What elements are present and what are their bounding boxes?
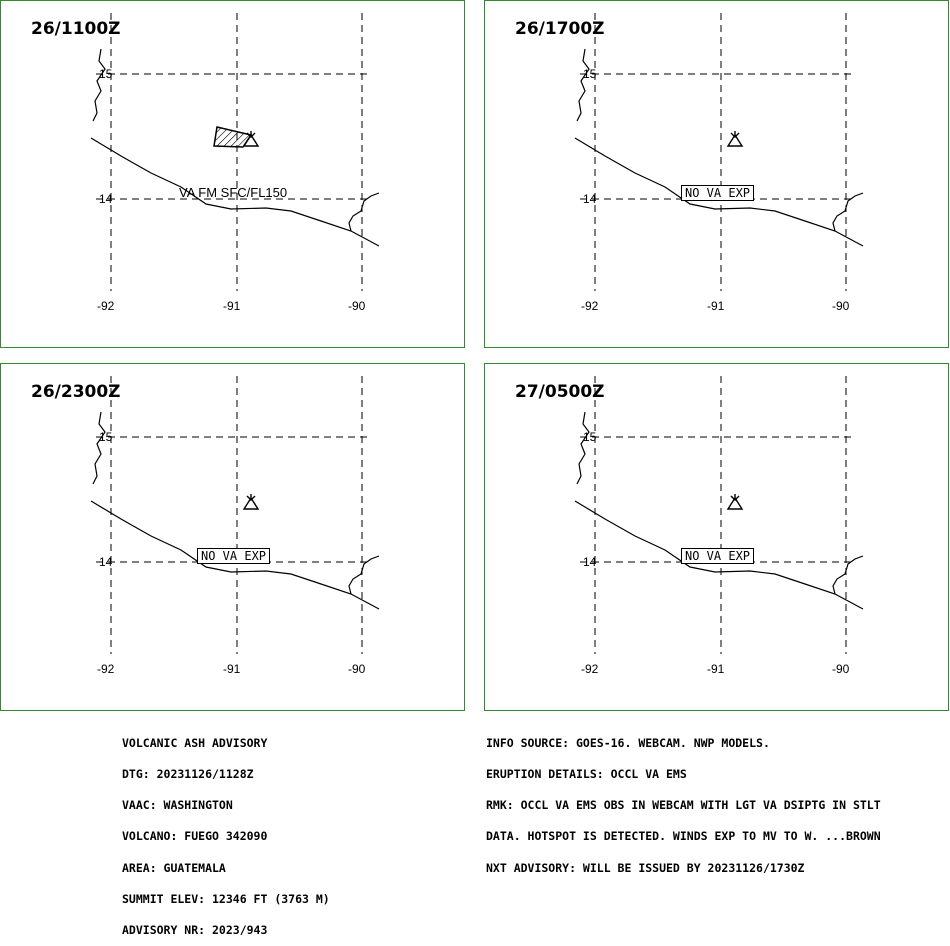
lon-label-92: -92 <box>97 299 115 313</box>
advisory-line: DTG: 20231126/1128Z <box>122 767 254 782</box>
map-panel-4: 27/0500Z 15 14 -92 -91 -90 NO VA EXP <box>484 363 949 711</box>
advisory-line: ERUPTION DETAILS: OCCL VA EMS <box>486 767 687 782</box>
valid-time: 26/1700Z <box>515 19 605 39</box>
map-panel-2: 26/1700Z 15 14 -92 -91 -90 NO VA EXP <box>484 0 949 348</box>
map-drawing <box>574 13 864 291</box>
volcano-icon <box>242 131 260 147</box>
volcano-icon <box>726 131 744 147</box>
advisory-line: SUMMIT ELEV: 12346 FT (3763 M) <box>122 891 330 906</box>
lon-label-92: -92 <box>581 299 599 313</box>
no-ash-box: NO VA EXP <box>197 548 271 564</box>
volcano-icon <box>242 494 260 510</box>
advisory-line: DATA. HOTSPOT IS DETECTED. WINDS EXP TO … <box>486 829 881 844</box>
lon-label-92: -92 <box>97 662 115 676</box>
lon-label-92: -92 <box>581 662 599 676</box>
advisory-remarks-block: INFO SOURCE: GOES-16. WEBCAM. NWP MODELS… <box>486 717 881 883</box>
no-ash-box: NO VA EXP <box>681 185 755 201</box>
lat-label-14: 14 <box>99 555 113 569</box>
advisory-line: AREA: GUATEMALA <box>122 860 226 875</box>
lat-label-14: 14 <box>583 192 597 206</box>
map-panel-1: 26/1100Z 15 14 -92 -91 -90 VA FM SFC/FL1… <box>0 0 465 348</box>
lon-label-91: -91 <box>223 299 241 313</box>
valid-time: 26/1100Z <box>31 19 121 39</box>
lon-label-90: -90 <box>832 299 850 313</box>
valid-time: 26/2300Z <box>31 382 121 402</box>
lat-label-15: 15 <box>583 67 597 81</box>
valid-time: 27/0500Z <box>515 382 605 402</box>
lat-label-15: 15 <box>99 67 113 81</box>
lon-label-90: -90 <box>348 662 366 676</box>
lon-label-91: -91 <box>707 299 725 313</box>
advisory-line: RMK: OCCL VA EMS OBS IN WEBCAM WITH LGT … <box>486 798 881 813</box>
lat-label-15: 15 <box>99 430 113 444</box>
lon-label-90: -90 <box>832 662 850 676</box>
ash-annotation: VA FM SFC/FL150 <box>179 185 288 200</box>
advisory-line: ADVISORY NR: 2023/943 <box>122 923 268 938</box>
lat-label-15: 15 <box>583 430 597 444</box>
lat-label-14: 14 <box>583 555 597 569</box>
advisory-header-block: VOLCANIC ASH ADVISORY DTG: 20231126/1128… <box>122 717 330 946</box>
map-drawing <box>574 376 864 654</box>
map-drawing <box>90 13 380 291</box>
no-ash-box: NO VA EXP <box>681 548 755 564</box>
advisory-line: VOLCANIC ASH ADVISORY <box>122 735 268 750</box>
lon-label-91: -91 <box>707 662 725 676</box>
map-drawing <box>90 376 380 654</box>
advisory-line: NXT ADVISORY: WILL BE ISSUED BY 20231126… <box>486 860 805 875</box>
advisory-line: INFO SOURCE: GOES-16. WEBCAM. NWP MODELS… <box>486 735 770 750</box>
map-panel-3: 26/2300Z 15 14 -92 -91 -90 NO VA EXP <box>0 363 465 711</box>
volcano-icon <box>726 494 744 510</box>
advisory-line: VOLCANO: FUEGO 342090 <box>122 829 268 844</box>
lon-label-91: -91 <box>223 662 241 676</box>
ash-polygon <box>213 126 253 148</box>
lon-label-90: -90 <box>348 299 366 313</box>
lat-label-14: 14 <box>99 192 113 206</box>
advisory-line: VAAC: WASHINGTON <box>122 798 233 813</box>
